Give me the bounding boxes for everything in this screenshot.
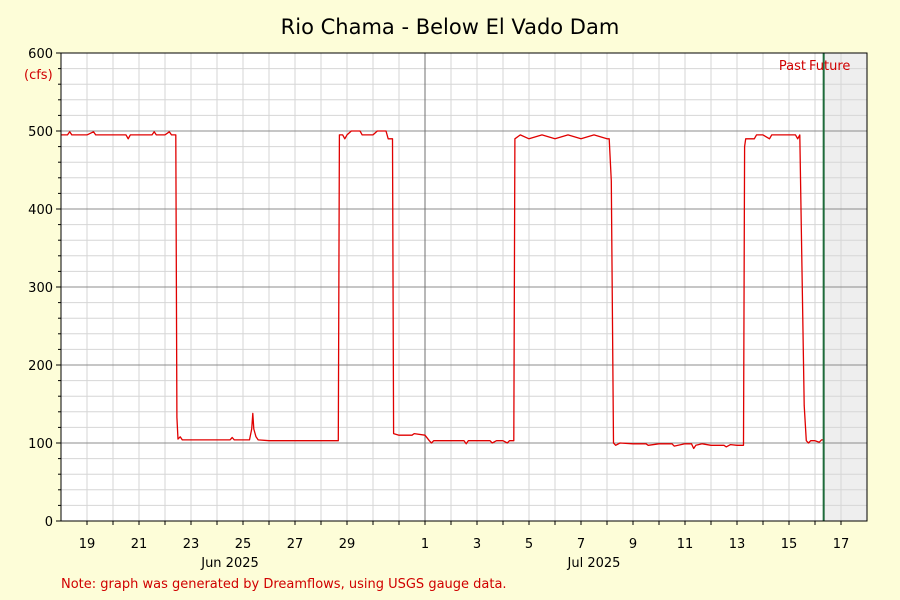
- y-tick-label: 0: [45, 515, 53, 530]
- y-tick-label: 600: [28, 47, 53, 62]
- x-tick-label: 3: [473, 537, 481, 552]
- month-label: Jun 2025: [200, 556, 259, 571]
- chart-title: Rio Chama - Below El Vado Dam: [281, 15, 620, 39]
- y-tick-label: 300: [28, 281, 53, 296]
- flow-series-line: [61, 130, 824, 450]
- x-tick-label: 13: [729, 537, 746, 552]
- past-label: Past: [779, 59, 806, 74]
- x-tick-label: 25: [235, 537, 252, 552]
- series-layer: [61, 130, 824, 450]
- y-tick-label: 400: [28, 203, 53, 218]
- x-tick-label: 15: [781, 537, 798, 552]
- y-axis: 0 100 200 300 400 500 600: [28, 47, 61, 530]
- future-label: Future: [809, 59, 850, 74]
- x-tick-label: 27: [287, 537, 304, 552]
- x-tick-label: 7: [577, 537, 585, 552]
- y-tick-label: 200: [28, 359, 53, 374]
- month-label: Jul 2025: [567, 556, 621, 571]
- y-tick-label: 500: [28, 125, 53, 140]
- x-tick-label: 1: [421, 537, 429, 552]
- x-tick-label: 29: [339, 537, 356, 552]
- major-gridlines: [61, 53, 867, 521]
- x-tick-label: 9: [629, 537, 637, 552]
- y-axis-unit-label: (cfs): [24, 68, 53, 83]
- x-tick-label: 19: [79, 537, 96, 552]
- footer-note: Note: graph was generated by Dreamflows,…: [61, 577, 507, 592]
- x-tick-label: 23: [183, 537, 200, 552]
- x-tick-label: 5: [525, 537, 533, 552]
- x-tick-label: 11: [677, 537, 694, 552]
- x-tick-label: 21: [131, 537, 148, 552]
- y-tick-label: 100: [28, 437, 53, 452]
- x-tick-label: 17: [833, 537, 850, 552]
